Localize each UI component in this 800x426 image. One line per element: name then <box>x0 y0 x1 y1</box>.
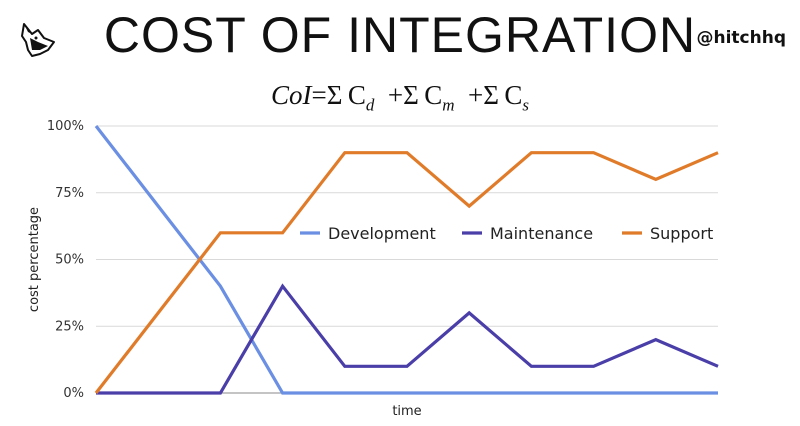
formula-plus-2: + <box>468 80 484 110</box>
twitter-handle: @hitchhq <box>696 28 786 48</box>
formula: CoI=Σ Cd +Σ Cm +Σ Cs <box>0 80 800 115</box>
y-tick-label-25: 25% <box>55 319 84 334</box>
formula-c-m: C <box>424 80 443 110</box>
y-tick-label-100: 100% <box>47 119 84 134</box>
series-line-support <box>94 151 719 394</box>
series-line-maintenance <box>96 283 719 395</box>
formula-lhs: CoI <box>270 80 312 110</box>
formula-sub-d: d <box>365 95 375 115</box>
legend-label-maintenance: Maintenance <box>490 224 593 243</box>
legend-label-support: Support <box>650 224 713 243</box>
legend: Development Maintenance Support <box>300 224 713 243</box>
legend-label-development: Development <box>328 224 436 243</box>
formula-sub-s: s <box>522 95 530 115</box>
formula-c-s: C <box>504 80 523 110</box>
formula-sub-m: m <box>442 95 455 115</box>
formula-plus-1: + <box>387 80 404 110</box>
formula-sigma-d: Σ <box>326 80 343 110</box>
wolf-head-icon <box>21 23 55 57</box>
series-lines <box>94 125 719 395</box>
x-axis-label: time <box>392 404 421 419</box>
formula-equals: = <box>311 80 327 110</box>
page-title: COST OF INTEGRATION <box>103 7 697 63</box>
y-tick-label-0: 0% <box>63 386 84 401</box>
y-tick-label-50: 50% <box>55 253 84 268</box>
formula-c-d: C <box>347 80 366 110</box>
y-tick-labels: 0% 25% 50% 75% 100% <box>47 119 84 401</box>
formula-sigma-m: Σ <box>403 80 419 110</box>
y-axis-label: cost percentage <box>27 207 42 312</box>
y-tick-label-75: 75% <box>55 186 84 201</box>
formula-sigma-s: Σ <box>483 80 499 110</box>
